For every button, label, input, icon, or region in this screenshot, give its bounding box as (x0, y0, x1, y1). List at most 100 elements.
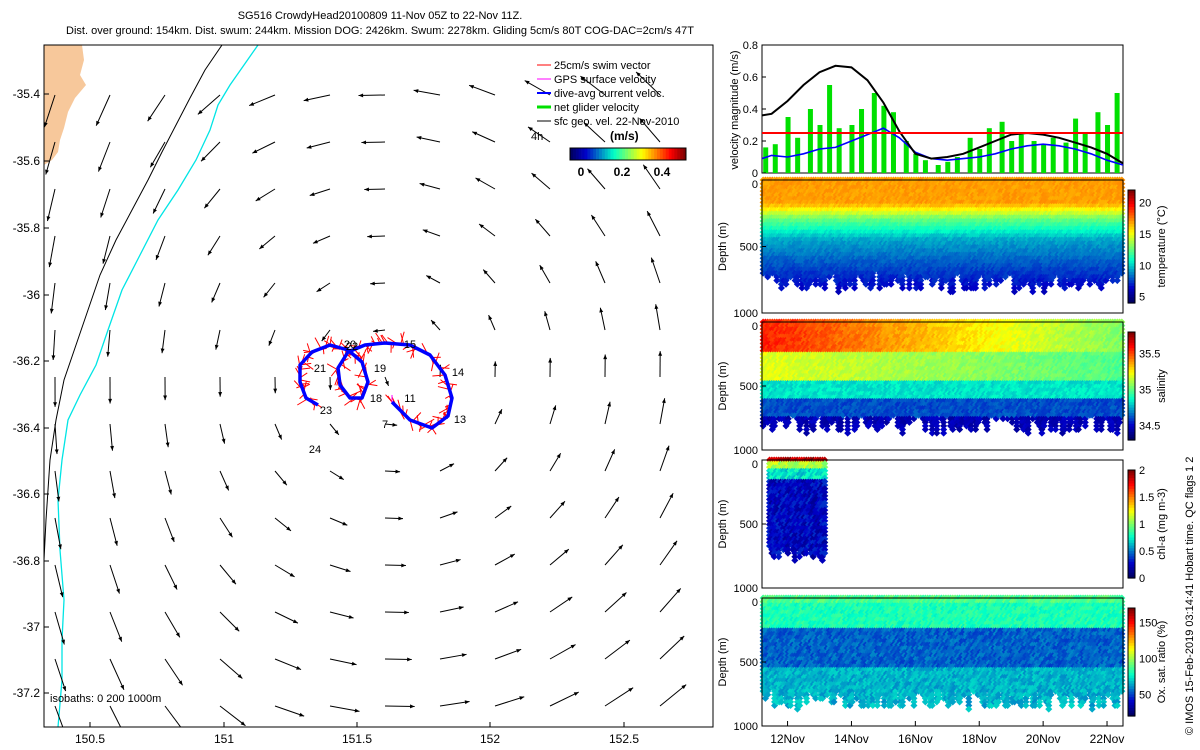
track-day-label: 21 (314, 363, 326, 375)
geo-velocity-arrowhead (359, 93, 364, 97)
geo-velocity-arrowhead (404, 610, 409, 614)
colorbar-swatch (590, 148, 593, 160)
colorbar-swatch (573, 148, 576, 160)
legend-item-dac: dive-avg current veloc. (554, 88, 665, 100)
geo-velocity-arrowhead (249, 102, 254, 106)
geo-velocity-arrow (660, 636, 684, 659)
map-frame (44, 45, 713, 727)
geo-velocity-arrowhead (655, 304, 659, 309)
geo-velocity-arrowhead (296, 666, 301, 670)
geo-velocity-arrowhead (658, 351, 662, 356)
geo-velocity-arrowhead (643, 165, 647, 170)
geo-velocity-arrow (605, 688, 633, 706)
geo-velocity-arrow (148, 95, 165, 121)
geo-velocity-arrow (660, 685, 686, 706)
geo-velocity-arrowhead (519, 696, 524, 700)
geo-velocity-arrowhead (346, 568, 351, 572)
geo-velocity-arrowhead (218, 392, 222, 397)
velocity-ytick: 0.6 (743, 72, 758, 84)
colorbar-swatch (593, 148, 596, 160)
colorbar-swatch (631, 148, 634, 160)
colorbar-swatch (602, 148, 605, 160)
legend-item-gps-velocity: GPS surface velocity (554, 74, 657, 86)
colorbar-swatch (576, 148, 579, 160)
geo-velocity-arrowhead (112, 493, 116, 498)
lat-tick-label: -36.4 (13, 421, 41, 435)
geo-velocity-arrowhead (148, 116, 152, 121)
geo-velocity-arrow (605, 640, 630, 659)
colorbar-swatch (622, 148, 625, 160)
geo-velocity-arrowhead (615, 497, 619, 502)
lat-tick-label: -36.8 (13, 554, 41, 568)
geo-velocity-arrowhead (465, 700, 470, 704)
colorbar-swatch (680, 148, 683, 160)
colorbar-swatch (640, 148, 643, 160)
net-velocity-bar (881, 106, 886, 173)
velocity-frame (762, 45, 1123, 173)
geo-velocity-arrowhead (401, 563, 406, 567)
colorbar-swatch (660, 148, 663, 160)
colorbar-title: (m/s) (610, 129, 639, 143)
net-velocity-bar (913, 154, 918, 173)
geo-velocity-arrowhead (367, 235, 372, 239)
legend-item-geo-velocity: sfc geo. vel. 22-Nov-2010 (554, 116, 679, 128)
map-legend: 25cm/s swim vector GPS surface velocity … (531, 60, 686, 179)
geo-velocity-arrowhead (328, 385, 332, 390)
geo-velocity-arrowhead (352, 662, 357, 666)
geo-velocity-arrowhead (269, 341, 273, 346)
colorbar-tick-0: 0 (578, 165, 585, 179)
geo-velocity-arrowhead (317, 288, 322, 292)
geo-velocity-arrow (96, 95, 110, 126)
colorbar-swatch (648, 148, 651, 160)
geo-velocity-arrowhead (395, 470, 400, 474)
lat-tick-label: -36.6 (13, 487, 41, 501)
geo-velocity-arrow (110, 706, 125, 736)
geo-velocity-arrowhead (108, 399, 112, 404)
geo-velocity-arrowhead (299, 713, 304, 717)
geo-velocity-arrowhead (666, 446, 670, 451)
colorbar-tick-2: 0.4 (654, 165, 671, 179)
speed-colorbar (570, 148, 686, 160)
geo-velocity-arrowhead (516, 649, 521, 653)
geo-velocity-arrowhead (462, 653, 467, 657)
lon-tick-label: 152.5 (609, 732, 639, 746)
geo-velocity-arrowhead (355, 709, 360, 713)
colorbar-swatch (596, 148, 599, 160)
net-velocity-bar (977, 149, 982, 173)
geo-velocity-arrowhead (423, 230, 428, 234)
geo-velocity-arrow (110, 612, 122, 642)
geo-velocity-arrow (55, 706, 67, 738)
geo-velocity-arrowhead (603, 355, 607, 360)
geo-velocity-arrowhead (273, 389, 277, 394)
colorbar-swatch (643, 148, 646, 160)
geo-velocity-arrow (165, 706, 185, 733)
geo-velocity-arrowhead (156, 255, 160, 260)
track-day-label: 11 (404, 393, 415, 405)
net-velocity-bar (786, 117, 791, 173)
lat-tick-label: -35.6 (13, 154, 41, 168)
colorbar-swatch (616, 148, 619, 160)
lon-tick-label: 151.5 (342, 732, 372, 746)
geo-velocity-arrowhead (370, 282, 375, 286)
legend-item-swim-vector: 25cm/s swim vector (554, 60, 651, 72)
geo-velocity-arrow (49, 236, 55, 267)
track-day-label: 24 (309, 444, 321, 456)
geo-velocity-arrowhead (673, 541, 677, 546)
net-velocity-bar (945, 162, 950, 173)
colorbar-swatch (605, 148, 608, 160)
geo-velocity-arrowhead (414, 89, 419, 93)
lat-tick-label: -37.2 (13, 686, 41, 700)
net-velocity-bar (773, 144, 778, 173)
net-velocity-bar (827, 85, 832, 173)
velocity-ylabel: velocity magnitude (m/s) (729, 50, 741, 169)
net-velocity-bar (837, 128, 842, 173)
colorbar-swatch (654, 148, 657, 160)
geo-velocity-arrowhead (493, 361, 497, 366)
colorbar-swatch (666, 148, 669, 160)
lat-tick-label: -36 (23, 288, 41, 302)
geo-velocity-arrowhead (116, 589, 120, 594)
geo-velocity-arrow (275, 706, 304, 716)
net-velocity-bar (1095, 112, 1100, 173)
